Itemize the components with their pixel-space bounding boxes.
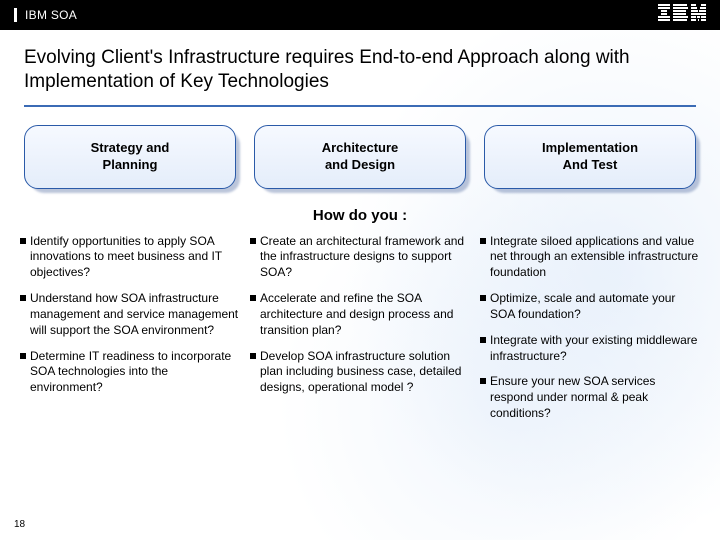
- bullet-item: Develop SOA infrastructure solution plan…: [250, 349, 470, 396]
- phase-label: Architecture and Design: [254, 125, 466, 189]
- phase-label: Strategy and Planning: [24, 125, 236, 189]
- bullet-text: Ensure your new SOA services respond und…: [490, 374, 700, 421]
- bullet-item: Optimize, scale and automate your SOA fo…: [480, 291, 700, 323]
- bullet-text: Identify opportunities to apply SOA inno…: [30, 234, 240, 281]
- bullet-icon: [250, 295, 256, 301]
- bullet-icon: [480, 295, 486, 301]
- bullet-text: Optimize, scale and automate your SOA fo…: [490, 291, 700, 323]
- bullet-text: Create an architectural framework and th…: [260, 234, 470, 281]
- slide-title: Evolving Client's Infrastructure require…: [0, 30, 720, 105]
- bullet-item: Identify opportunities to apply SOA inno…: [20, 234, 240, 281]
- how-do-you-heading: How do you :: [0, 207, 720, 224]
- bullet-icon: [250, 353, 256, 359]
- bullet-icon: [480, 238, 486, 244]
- bullet-icon: [480, 378, 486, 384]
- ibm-logo: [658, 4, 706, 27]
- bullet-item: Create an architectural framework and th…: [250, 234, 470, 281]
- slide-header: IBM SOA: [0, 0, 720, 30]
- bullet-text: Develop SOA infrastructure solution plan…: [260, 349, 470, 396]
- bullet-text: Integrate siloed applications and value …: [490, 234, 700, 281]
- bullet-item: Integrate with your existing middleware …: [480, 333, 700, 365]
- product-label: IBM SOA: [25, 8, 77, 22]
- bullet-icon: [20, 353, 26, 359]
- bullet-icon: [20, 238, 26, 244]
- phase-box: Architecture and Design: [254, 125, 466, 189]
- slide-number: 18: [14, 519, 25, 530]
- column-implementation: Integrate siloed applications and value …: [480, 234, 700, 432]
- bullet-icon: [250, 238, 256, 244]
- phase-box: Strategy and Planning: [24, 125, 236, 189]
- column-strategy: Identify opportunities to apply SOA inno…: [20, 234, 240, 432]
- column-architecture: Create an architectural framework and th…: [250, 234, 470, 432]
- bullet-text: Determine IT readiness to incorporate SO…: [30, 349, 240, 396]
- bullet-item: Ensure your new SOA services respond und…: [480, 374, 700, 421]
- phase-label: Implementation And Test: [484, 125, 696, 189]
- bullet-item: Determine IT readiness to incorporate SO…: [20, 349, 240, 396]
- header-left: IBM SOA: [14, 8, 77, 22]
- phase-box: Implementation And Test: [484, 125, 696, 189]
- phase-row: Strategy and Planning Architecture and D…: [0, 125, 720, 201]
- bullet-text: Integrate with your existing middleware …: [490, 333, 700, 365]
- bullet-text: Understand how SOA infrastructure manage…: [30, 291, 240, 338]
- bullet-item: Integrate siloed applications and value …: [480, 234, 700, 281]
- columns-container: Identify opportunities to apply SOA inno…: [0, 234, 720, 432]
- bullet-item: Accelerate and refine the SOA architectu…: [250, 291, 470, 338]
- bullet-icon: [20, 295, 26, 301]
- header-accent-bar: [14, 8, 17, 22]
- title-underline: [24, 105, 696, 107]
- bullet-icon: [480, 337, 486, 343]
- bullet-text: Accelerate and refine the SOA architectu…: [260, 291, 470, 338]
- bullet-item: Understand how SOA infrastructure manage…: [20, 291, 240, 338]
